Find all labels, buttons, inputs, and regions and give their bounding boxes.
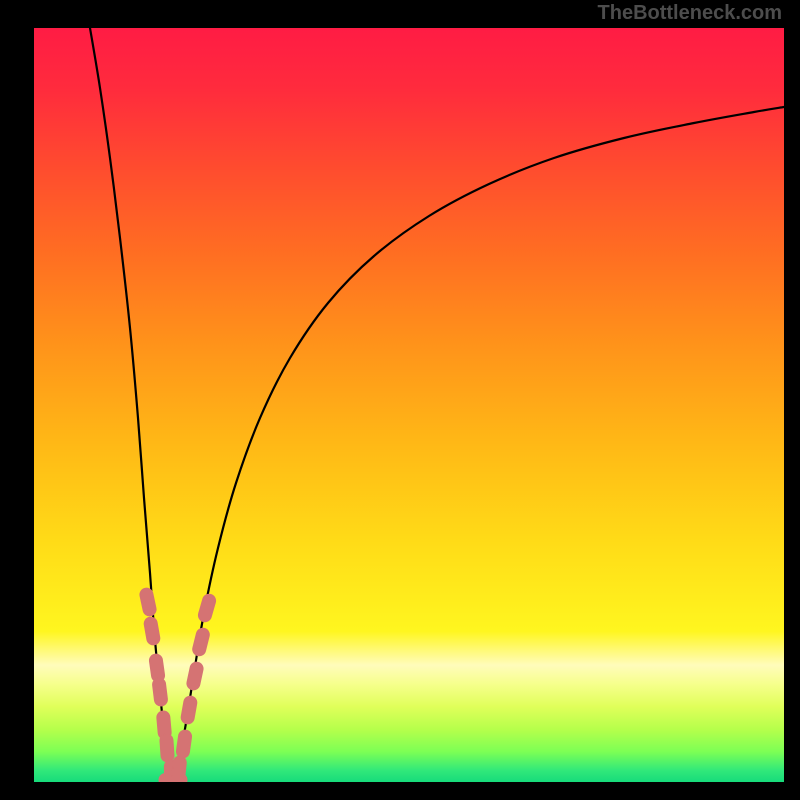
chart-frame: TheBottleneck.com (0, 0, 800, 800)
bottleneck-chart (34, 28, 784, 782)
gradient-background (34, 28, 784, 782)
plot-area (34, 28, 784, 782)
watermark-text: TheBottleneck.com (598, 2, 782, 25)
data-marker (160, 734, 175, 763)
